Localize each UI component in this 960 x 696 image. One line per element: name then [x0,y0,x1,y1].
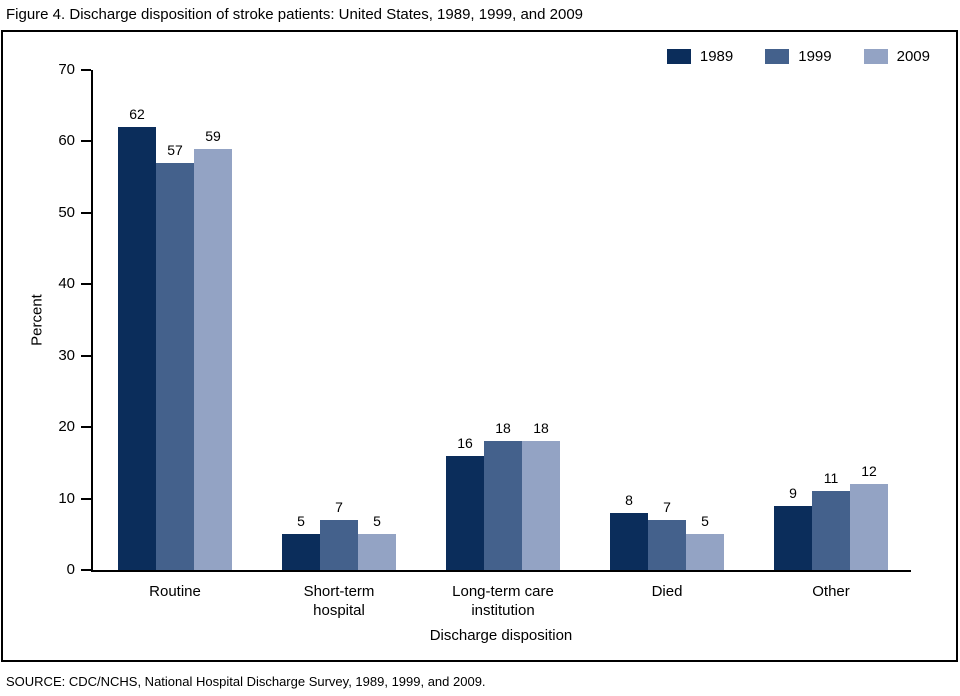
legend-swatch [765,49,790,64]
y-axis-tick-label: 10 [58,489,75,507]
figure-title: Figure 4. Discharge disposition of strok… [6,6,584,23]
category-label: Routine [149,583,201,600]
legend-item-1989: 1989 [666,48,734,65]
category-label: Other [812,583,850,600]
legend-label: 2009 [896,48,930,65]
y-axis-tick [81,211,91,214]
chart-frame: 1989 1999 2009 Percent 0 10 20 30 40 50 60 70 62 57… [1,30,958,662]
bar-value-label: 59 [205,127,221,144]
category-group: 8 7 5 Died [585,70,749,600]
y-axis-tick-label: 20 [58,418,75,436]
bar-value-label: 5 [373,513,381,530]
y-axis-tick-label: 0 [66,561,75,578]
legend-item-1999: 1999 [765,48,832,65]
y-axis-tick [81,283,91,286]
y-axis-tick-label: 30 [58,346,75,364]
y-axis-tick-label: 50 [58,203,75,221]
bar-2009: 12 [850,463,888,570]
bar-1999: 57 [156,142,194,570]
bar-1999: 7 [648,499,686,570]
bar-1989: 16 [446,435,484,570]
y-axis-tick-label: 70 [58,61,75,78]
y-axis-tick [81,426,91,429]
bar-1989: 8 [610,492,648,570]
legend-label: 1989 [699,48,734,65]
bar-1999: 7 [320,499,358,570]
category-label: Short-term hospital [303,583,375,619]
category-group: 5 7 5 Short-term hospital [257,70,421,619]
bar-1989: 9 [774,485,812,570]
category-group: 62 57 59 Routine [93,70,257,600]
category-group: 16 18 18 Long-term care institution [421,70,585,619]
bar-value-label: 62 [129,106,145,123]
bar-value-label: 8 [625,491,633,508]
bar-2009: 18 [522,420,560,570]
bar-value-label: 16 [457,434,473,451]
category-label: Long-term care institution [452,583,554,619]
y-axis-title: Percent [28,294,46,346]
bar-value-label: 7 [335,499,343,515]
bar-value-label: 12 [861,463,877,480]
bar-2009: 5 [358,513,396,570]
x-axis-title: Discharge disposition [429,627,573,644]
bar-2009: 5 [686,513,724,570]
legend-swatch [666,49,691,64]
bar-1999: 11 [812,470,850,570]
y-axis-tick [81,69,91,71]
y-axis-tick [81,354,91,357]
bar-1999: 18 [484,420,522,570]
bar-value-label: 57 [167,141,183,158]
bar-value-label: 18 [533,420,549,437]
y-axis-tick [81,569,91,571]
bar-1989: 5 [282,513,320,570]
bar-value-label: 18 [495,420,511,437]
source-note: SOURCE: CDC/NCHS, National Hospital Disc… [6,674,486,689]
bar-2009: 59 [194,128,232,570]
bar-value-label: 5 [297,513,305,530]
plot-area: 0 10 20 30 40 50 60 70 62 57 59 Routine 5 7 5 Short-ter… [58,61,913,619]
bar-value-label: 9 [789,484,797,501]
bar-value-label: 11 [823,470,839,487]
category-group: 9 11 12 Other [749,70,913,600]
y-axis-tick-label: 60 [58,132,75,150]
bar-1989: 62 [118,106,156,570]
y-axis-tick-label: 40 [58,275,75,293]
legend-item-2009: 2009 [863,48,930,65]
legend-label: 1999 [798,48,832,65]
y-axis-tick [81,497,91,500]
y-axis-tick [81,140,91,143]
bar-value-label: 5 [701,513,709,530]
category-label: Died [651,583,683,600]
chart-legend: 1989 1999 2009 [666,48,930,65]
bar-value-label: 7 [663,499,671,515]
legend-swatch [863,49,888,64]
